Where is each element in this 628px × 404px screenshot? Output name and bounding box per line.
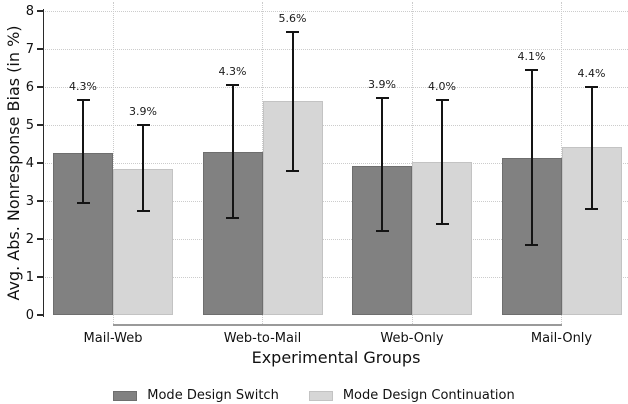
error-bar-mode-design-switch-mail-only	[530, 69, 533, 245]
y-tick-label: 7	[25, 41, 34, 57]
value-label-mode-design-continuation-web-to-mail: 5.6%	[278, 11, 307, 25]
y-axis-tick	[37, 162, 43, 164]
error-bar-cap-top-mode-design-continuation-mail-web	[136, 124, 150, 126]
error-bar-mode-design-continuation-mail-only	[590, 87, 593, 209]
error-bar-cap-top-mode-design-continuation-web-only	[435, 99, 449, 102]
y-tick-label: 1	[25, 269, 34, 285]
legend-swatch-mode-design-continuation	[308, 390, 333, 401]
y-tick-label: 0	[25, 307, 34, 323]
legend: Mode Design Switch Mode Design Continuat…	[0, 387, 628, 404]
error-bar-cap-bottom-mode-design-continuation-web-to-mail	[286, 169, 299, 172]
y-axis-tick	[37, 10, 43, 12]
horizontal-gridline	[43, 200, 628, 202]
error-bar-cap-top-mode-design-switch-web-to-mail	[226, 84, 239, 87]
y-tick-label: 6	[25, 79, 34, 95]
y-axis-line	[42, 9, 44, 317]
error-bar-mode-design-continuation-mail-web	[142, 125, 144, 211]
horizontal-gridline	[43, 162, 628, 164]
horizontal-gridline	[43, 48, 628, 50]
x-axis-title: Experimental Groups	[251, 348, 421, 367]
y-tick-label: 8	[25, 3, 34, 19]
horizontal-gridline	[43, 276, 628, 278]
legend-label-mode-design-switch: Mode Design Switch	[147, 388, 279, 403]
bar-mode-design-continuation-web-to-mail	[262, 101, 323, 315]
error-bar-cap-bottom-mode-design-continuation-web-only	[435, 222, 449, 225]
vertical-gridline	[112, 2, 114, 324]
x-category-label-web-to-mail: Web-to-Mail	[223, 331, 302, 346]
error-bar-cap-bottom-mode-design-continuation-mail-web	[136, 209, 150, 212]
value-label-mode-design-continuation-mail-web: 3.9%	[129, 105, 157, 118]
value-label-mode-design-continuation-web-only: 4.0%	[428, 80, 456, 94]
x-axis-line	[113, 323, 562, 326]
y-axis-tick	[37, 124, 43, 126]
error-bar-cap-bottom-mode-design-switch-web-only	[375, 230, 389, 233]
value-label-mode-design-switch-mail-web: 4.3%	[69, 80, 97, 94]
error-bar-cap-top-mode-design-continuation-web-to-mail	[286, 30, 299, 33]
legend-swatch-mode-design-switch	[113, 390, 138, 401]
error-bar-mode-design-switch-mail-web	[82, 100, 84, 203]
y-axis-tick	[37, 276, 43, 278]
x-category-label-web-only: Web-Only	[380, 331, 444, 346]
value-label-mode-design-switch-web-to-mail: 4.3%	[218, 65, 247, 79]
y-tick-label: 5	[25, 117, 34, 133]
y-axis-tick	[37, 238, 43, 240]
y-tick-label: 2	[25, 231, 34, 247]
y-axis-tick	[37, 48, 43, 50]
y-axis-tick	[37, 200, 43, 202]
error-bar-cap-bottom-mode-design-switch-mail-web	[76, 201, 90, 204]
legend-item-mode-design-switch: Mode Design Switch	[113, 388, 279, 403]
x-category-label-mail-only: Mail-Only	[530, 331, 593, 346]
horizontal-gridline	[43, 10, 628, 12]
y-axis-tick	[37, 86, 43, 88]
error-bar-cap-bottom-mode-design-continuation-mail-only	[585, 207, 598, 210]
horizontal-gridline	[43, 238, 628, 240]
error-bar-cap-bottom-mode-design-switch-mail-only	[525, 243, 538, 246]
error-bar-cap-top-mode-design-switch-web-only	[375, 97, 389, 100]
y-axis-tick	[37, 314, 43, 316]
error-bar-mode-design-continuation-web-only	[441, 100, 443, 224]
x-category-label-mail-web: Mail-Web	[83, 331, 143, 346]
error-bar-cap-bottom-mode-design-switch-web-to-mail	[226, 217, 239, 220]
y-tick-label: 4	[25, 155, 34, 171]
legend-label-mode-design-continuation: Mode Design Continuation	[342, 388, 515, 403]
value-label-mode-design-continuation-mail-only: 4.4%	[577, 67, 606, 80]
horizontal-gridline	[43, 86, 628, 88]
error-bar-cap-top-mode-design-switch-mail-web	[76, 99, 90, 102]
value-label-mode-design-switch-mail-only: 4.1%	[517, 49, 546, 63]
error-bar-mode-design-switch-web-to-mail	[231, 85, 234, 219]
horizontal-gridline	[43, 124, 628, 126]
y-tick-label: 3	[25, 193, 34, 209]
error-bar-cap-top-mode-design-continuation-mail-only	[585, 86, 598, 88]
error-bar-mode-design-continuation-web-to-mail	[291, 31, 294, 171]
value-label-mode-design-switch-web-only: 3.9%	[368, 78, 396, 92]
error-bar-cap-top-mode-design-switch-mail-only	[525, 68, 538, 71]
legend-item-mode-design-continuation: Mode Design Continuation	[308, 388, 515, 403]
error-bar-mode-design-switch-web-only	[381, 98, 383, 232]
